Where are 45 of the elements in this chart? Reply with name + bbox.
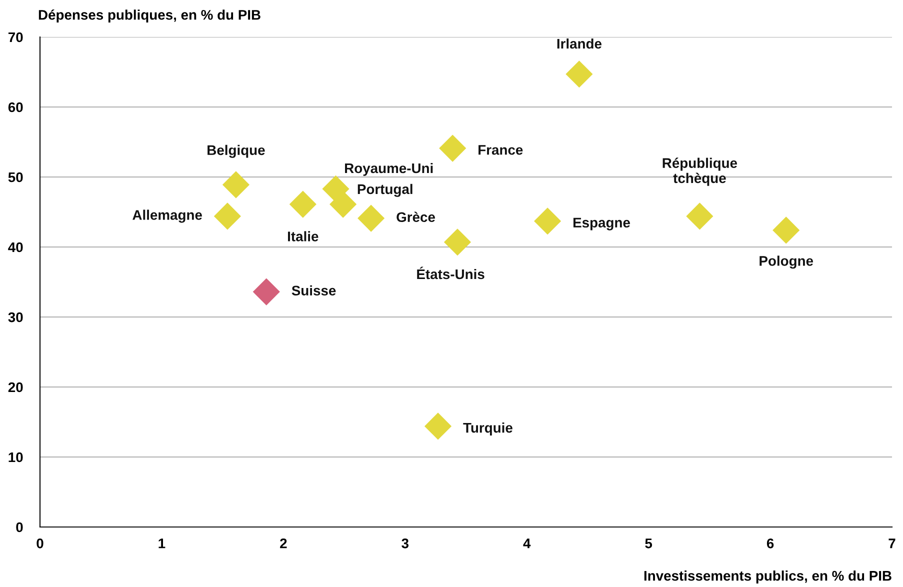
point <box>358 204 385 232</box>
y-tick-label: 50 <box>8 172 23 182</box>
y-axis-title: Dépenses publiques, en % du PIB <box>38 9 260 23</box>
point <box>222 171 250 198</box>
y-tick-label: 60 <box>8 102 23 112</box>
point <box>330 190 357 218</box>
annotation: Espagne <box>573 218 630 230</box>
annotation: Portugal <box>358 184 412 197</box>
point <box>686 202 714 230</box>
point <box>772 216 800 244</box>
annotation: Grèce <box>396 212 435 222</box>
annotation: République tchèque <box>662 158 738 186</box>
annotation: Pologne <box>760 256 814 269</box>
x-tick-label: 2 <box>280 538 287 548</box>
y-tick-label: 30 <box>8 312 23 322</box>
annotation: Italie <box>288 231 318 242</box>
y-tick-label: 70 <box>8 32 23 42</box>
x-tick-label: 3 <box>402 538 409 548</box>
x-tick-label: 0 <box>36 538 44 548</box>
annotation: Belgique <box>208 144 265 158</box>
point <box>252 278 280 306</box>
point <box>444 228 472 256</box>
y-tick-label: 0 <box>16 522 23 532</box>
y-tick-label: 40 <box>8 242 23 252</box>
x-tick-label: 4 <box>523 538 531 548</box>
annotation: Royaume-Uni <box>345 162 433 176</box>
point <box>214 202 241 230</box>
annotation: Turquie <box>463 422 512 436</box>
point <box>566 60 593 88</box>
x-tick-label: 5 <box>645 538 652 548</box>
y-tick-label: 20 <box>8 382 23 392</box>
annotation: Allemagne <box>132 210 202 223</box>
x-tick-label: 7 <box>888 538 896 548</box>
point <box>424 412 452 440</box>
y-tick-label: 10 <box>8 452 23 462</box>
x-tick-label: 6 <box>766 538 774 548</box>
annotation: Irlande <box>557 38 602 49</box>
point <box>534 208 562 235</box>
point <box>439 134 466 162</box>
annotation: Suisse <box>292 285 336 296</box>
annotation: France <box>478 145 523 155</box>
x-tick-label: 1 <box>158 538 166 548</box>
x-axis-title: Investissements publics, en % du PIB <box>644 570 892 584</box>
annotation: États-Unis <box>417 266 484 280</box>
point <box>289 190 316 218</box>
